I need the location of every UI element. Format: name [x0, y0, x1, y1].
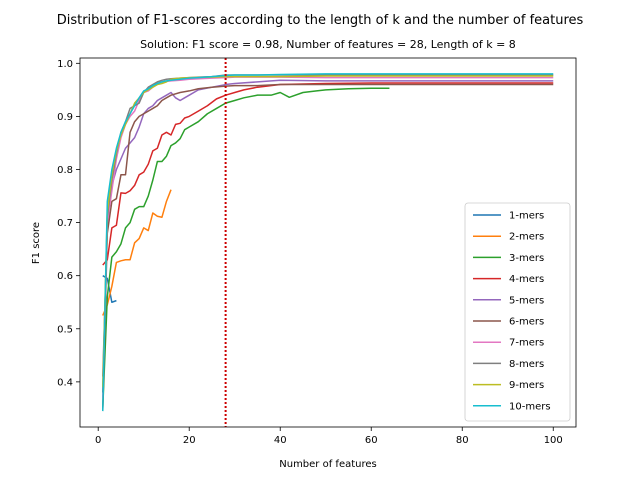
- y-tick-label: 0.9: [57, 112, 73, 123]
- y-tick-label: 0.8: [57, 165, 73, 176]
- legend-label-8-mers: 8-mers: [509, 359, 544, 370]
- legend: 1-mers 2-mers 3-mers 4-mers 5-mers 6-mers 7-me…: [464, 202, 571, 422]
- plot-frame: [79, 57, 577, 428]
- legend-label-9-mers: 9-mers: [509, 380, 544, 391]
- series-line-5-mers: [102, 79, 554, 377]
- plot-area: 0 20 40 60 80 100 0.4 0.5 0.6 0.7 0.8 0.9 1.0: [57, 57, 577, 446]
- x-tick-label: 0: [95, 435, 101, 446]
- y-tick-label: 0.6: [57, 271, 73, 282]
- x-tick-label: 100: [544, 435, 563, 446]
- series-line-4-mers: [102, 82, 554, 266]
- y-tick-label: 0.5: [57, 324, 73, 335]
- legend-label-2-mers: 2-mers: [509, 232, 544, 243]
- series-line-6-mers: [102, 83, 554, 412]
- series-line-3-mers: [102, 87, 390, 409]
- series-line-2-mers: [102, 189, 172, 316]
- y-tick-label: 0.4: [57, 377, 73, 388]
- legend-label-5-mers: 5-mers: [509, 295, 544, 306]
- legend-label-7-mers: 7-mers: [509, 338, 544, 349]
- legend-label-1-mers: 1-mers: [509, 211, 544, 222]
- legend-label-10-mers: 10-mers: [509, 401, 551, 412]
- y-tick-label: 0.7: [57, 218, 73, 229]
- legend-label-6-mers: 6-mers: [509, 317, 544, 328]
- x-tick-label: 20: [183, 435, 196, 446]
- x-tick-label: 40: [274, 435, 287, 446]
- legend-label-3-mers: 3-mers: [509, 253, 544, 264]
- x-tick-label: 80: [456, 435, 469, 446]
- series-line-10-mers: [102, 73, 554, 412]
- x-axis-label: Number of features: [279, 459, 376, 470]
- series-line-9-mers: [102, 75, 554, 388]
- y-tick-label: 1.0: [57, 59, 73, 70]
- x-tick-label: 60: [365, 435, 378, 446]
- chart-subtitle: Solution: F1 score = 0.98, Number of fea…: [140, 38, 516, 51]
- y-axis-label: F1 score: [31, 222, 42, 264]
- chart-title: Distribution of F1-scores according to t…: [57, 13, 584, 28]
- legend-label-4-mers: 4-mers: [509, 274, 544, 285]
